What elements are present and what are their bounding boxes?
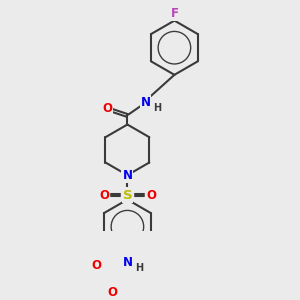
Text: F: F	[170, 7, 178, 20]
Text: H: H	[153, 103, 161, 113]
Text: O: O	[107, 286, 117, 299]
Text: N: N	[122, 256, 132, 269]
Text: N: N	[140, 96, 151, 109]
Text: S: S	[123, 188, 132, 202]
Text: O: O	[92, 259, 102, 272]
Text: N: N	[122, 169, 132, 182]
Text: H: H	[135, 263, 143, 273]
Text: O: O	[103, 102, 112, 115]
Text: O: O	[146, 188, 156, 202]
Text: O: O	[99, 188, 109, 202]
